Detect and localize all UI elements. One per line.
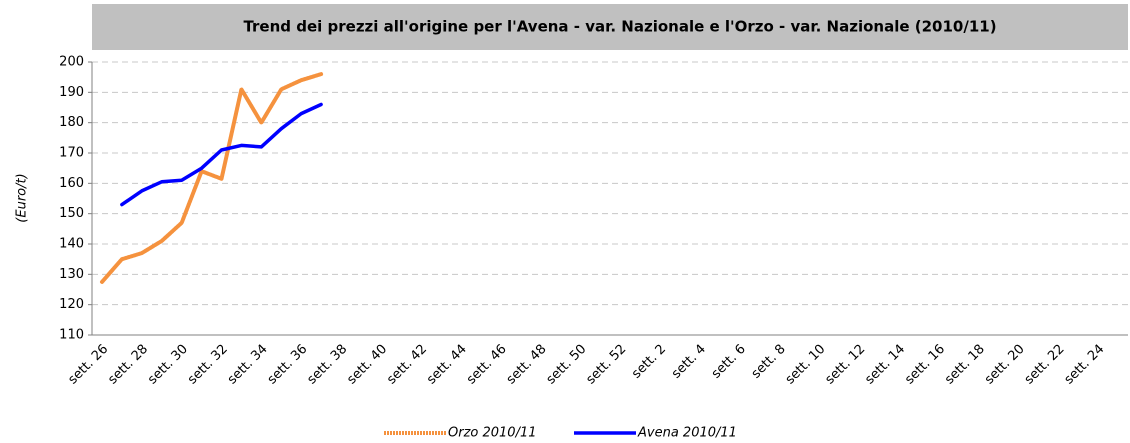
x-tick-label: sett. 52 [583,342,629,388]
x-tick-label: sett. 44 [424,342,470,388]
y-tick-label: 180 [59,115,84,130]
x-tick-label: sett. 14 [862,342,908,388]
x-tick-label: sett. 10 [783,342,829,388]
y-tick-label: 200 [59,55,84,70]
x-tick-label: sett. 36 [265,342,311,388]
x-tick-label: sett. 42 [384,342,430,388]
legend-label: Avena 2010/11 [637,426,737,441]
line-series [100,72,324,284]
x-tick-label: sett. 32 [185,342,231,388]
x-tick-label: sett. 22 [1022,342,1068,388]
title-box [92,4,1128,50]
y-tick-label: 140 [59,237,84,252]
x-tick-label: sett. 2 [629,342,669,382]
x-tick-label: sett. 34 [225,342,271,388]
y-tick-label: 160 [59,176,84,191]
x-tick-label: sett. 16 [902,342,948,388]
x-tick-label: sett. 4 [669,342,709,382]
x-tick-label: sett. 46 [464,342,510,388]
y-axis-label: (Euro/t) [15,173,30,222]
y-tick-label: 190 [59,85,84,100]
chart-title: Trend dei prezzi all'origine per l'Avena… [243,18,996,36]
x-tick-label: sett. 40 [344,342,390,388]
x-tick-label: sett. 28 [105,342,151,388]
y-tick-label: 120 [59,297,84,312]
x-tick-label: sett. 20 [982,342,1028,388]
x-tick-label: sett. 48 [504,342,550,388]
x-tick-label: sett. 50 [544,342,590,388]
legend-label: Orzo 2010/11 [448,426,537,441]
x-tick-label: sett. 18 [942,342,988,388]
line-series [120,102,323,207]
y-tick-label: 110 [59,328,84,343]
x-tick-label: sett. 26 [65,342,111,388]
x-tick-label: sett. 6 [709,342,749,382]
y-tick-label: 150 [59,206,84,221]
x-tick-label: sett. 12 [823,342,869,388]
x-tick-label: sett. 24 [1062,342,1108,388]
y-tick-label: 130 [59,267,84,282]
x-tick-label: sett. 38 [305,342,351,388]
x-tick-label: sett. 30 [145,342,191,388]
y-tick-label: 170 [59,146,84,161]
